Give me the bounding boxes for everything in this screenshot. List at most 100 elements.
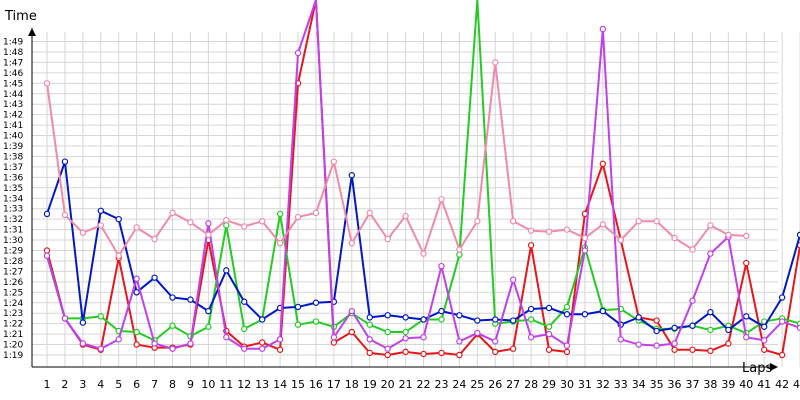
y-tick-label: 1:40 xyxy=(3,132,23,142)
data-point xyxy=(778,294,786,301)
x-tick-label: 27 xyxy=(506,378,520,391)
x-tick-label: 32 xyxy=(596,378,610,391)
data-point xyxy=(545,228,553,235)
data-point xyxy=(671,234,678,242)
data-point xyxy=(97,222,104,229)
data-point xyxy=(133,341,140,348)
x-tick-label: 9 xyxy=(187,378,194,391)
data-point xyxy=(420,334,427,341)
data-point xyxy=(761,323,768,330)
series-1 xyxy=(43,0,800,359)
data-point xyxy=(294,49,302,57)
data-point xyxy=(671,324,678,332)
data-point xyxy=(420,350,427,358)
data-point xyxy=(527,242,535,249)
data-point xyxy=(115,215,122,223)
data-point xyxy=(241,345,248,352)
data-point xyxy=(474,218,481,225)
data-point xyxy=(617,336,624,343)
data-point xyxy=(527,227,535,234)
data-point xyxy=(509,345,517,352)
data-point xyxy=(187,340,194,347)
data-point xyxy=(707,326,714,334)
x-tick-label: 33 xyxy=(614,378,628,391)
y-tick-label: 1:46 xyxy=(3,69,23,79)
y-tick-label: 1:30 xyxy=(3,236,23,246)
x-tick-label: 7 xyxy=(151,378,158,391)
data-point xyxy=(689,322,696,329)
data-point xyxy=(97,207,104,214)
y-tick-label: 1:45 xyxy=(3,79,23,89)
data-point xyxy=(366,336,373,343)
x-tick-label: 8 xyxy=(169,378,176,391)
x-tick-label: 39 xyxy=(721,378,735,391)
data-point xyxy=(43,252,51,259)
x-tick-label: 43 xyxy=(793,378,800,391)
data-point xyxy=(617,236,624,244)
data-point xyxy=(258,316,266,323)
x-tick-label: 4 xyxy=(97,378,104,391)
data-point xyxy=(438,196,445,203)
y-tick-label: 1:36 xyxy=(3,173,23,183)
y-tick-label: 1:38 xyxy=(3,152,23,162)
data-point xyxy=(402,212,409,220)
data-point xyxy=(258,345,266,352)
data-point xyxy=(599,221,607,228)
data-point xyxy=(366,349,373,357)
data-point xyxy=(258,339,266,346)
data-point xyxy=(115,336,122,343)
x-axis-arrow xyxy=(770,363,778,371)
y-tick-label: 1:22 xyxy=(3,320,23,330)
series-4 xyxy=(43,0,800,352)
data-point xyxy=(492,348,499,356)
data-point xyxy=(509,276,517,283)
data-point xyxy=(438,316,445,323)
data-point xyxy=(366,321,373,328)
x-tick-label: 6 xyxy=(133,378,140,391)
x-tick-label: 21 xyxy=(399,378,413,391)
data-point xyxy=(258,218,266,225)
data-point xyxy=(384,235,391,243)
data-point xyxy=(563,311,571,318)
data-point xyxy=(778,351,786,359)
data-point xyxy=(115,252,122,259)
data-point xyxy=(402,328,409,336)
data-point xyxy=(420,316,427,323)
data-point xyxy=(599,25,607,33)
data-point xyxy=(366,314,373,321)
data-point xyxy=(456,312,463,319)
x-tick-label: 22 xyxy=(417,378,431,391)
y-tick-label: 1:41 xyxy=(3,121,23,131)
x-tick-label: 18 xyxy=(345,378,359,391)
x-tick-label: 40 xyxy=(739,378,753,391)
data-point xyxy=(312,318,320,325)
data-point xyxy=(205,231,212,239)
y-tick-label: 1:19 xyxy=(3,351,23,361)
data-point xyxy=(241,325,248,333)
data-point xyxy=(402,335,409,342)
data-point xyxy=(635,218,642,225)
y-tick-label: 1:43 xyxy=(3,100,23,110)
data-point xyxy=(169,209,176,217)
data-point xyxy=(671,346,678,353)
data-point xyxy=(43,247,51,254)
data-point xyxy=(545,330,553,338)
data-point xyxy=(653,218,660,225)
x-tick-label: 29 xyxy=(542,378,556,391)
x-tick-label: 12 xyxy=(237,378,251,391)
y-tick-label: 1:37 xyxy=(3,163,23,173)
series-group xyxy=(43,0,800,359)
data-point xyxy=(223,216,230,224)
series-2 xyxy=(43,0,800,344)
x-tick-label: 2 xyxy=(61,378,68,391)
data-point xyxy=(761,337,768,344)
data-point xyxy=(653,342,660,349)
data-point xyxy=(796,231,800,239)
data-point xyxy=(743,232,750,240)
y-tick-label: 1:21 xyxy=(3,330,23,340)
series-line xyxy=(46,61,747,257)
data-point xyxy=(366,209,373,217)
data-point xyxy=(294,321,302,328)
data-point xyxy=(509,218,517,225)
x-tick-label: 20 xyxy=(381,378,395,391)
